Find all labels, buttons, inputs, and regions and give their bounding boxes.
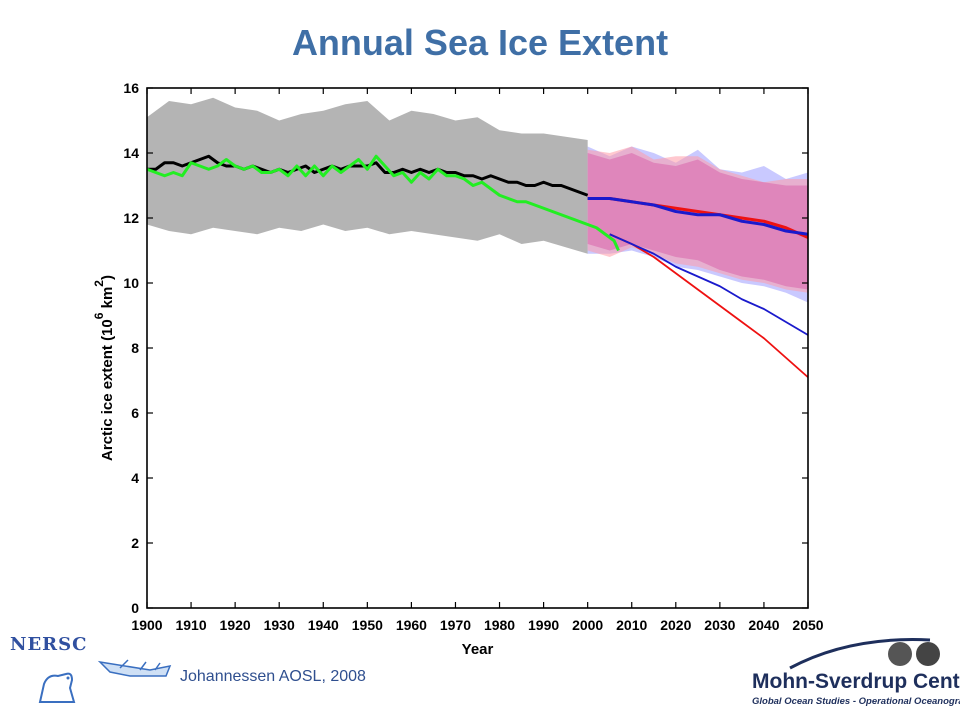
axis-ticks: 1900 1910 1920 1930 1940 1950 1960 1970 1980 1990… xyxy=(123,80,823,633)
series-lines xyxy=(146,154,809,378)
slide-title: Annual Sea Ice Extent xyxy=(291,22,669,63)
x-tick-label: 2040 xyxy=(748,617,779,633)
y-tick-label: 4 xyxy=(131,470,139,486)
y-tick-label: 12 xyxy=(123,210,139,226)
polar-bear-icon xyxy=(38,659,172,703)
series-line-red-4 xyxy=(609,233,809,378)
nersc-logo-text: NERSC xyxy=(10,634,88,655)
citation: Johannessen AOSL, 2008 xyxy=(180,668,366,685)
portrait-icon xyxy=(789,638,940,670)
x-tick-label: 1960 xyxy=(396,617,427,633)
x-tick-label: 1980 xyxy=(484,617,515,633)
y-tick-label: 2 xyxy=(131,535,139,551)
x-tick-label: 1910 xyxy=(175,617,206,633)
x-tick-label: 2000 xyxy=(572,617,603,633)
y-axis-label-text: Arctic ice extent (106 km2) xyxy=(92,275,116,461)
y-tick-label: 14 xyxy=(123,145,139,161)
x-tick-label: 2050 xyxy=(792,617,823,633)
series-line-green-1 xyxy=(146,154,620,252)
mohn-sverdrup-name: Mohn-Sverdrup Center xyxy=(752,670,960,693)
series-line-blue-5 xyxy=(609,233,809,336)
x-tick-label: 2020 xyxy=(660,617,691,633)
x-tick-label: 1900 xyxy=(131,617,162,633)
x-tick-label: 2010 xyxy=(616,617,647,633)
x-tick-label: 2030 xyxy=(704,617,735,633)
mohn-sverdrup-subtitle: Global Ocean Studies - Operational Ocean… xyxy=(752,696,960,707)
band-magenta xyxy=(587,153,808,290)
mohn-sverdrup-logo xyxy=(750,630,956,716)
x-tick-label: 1990 xyxy=(528,617,559,633)
y-tick-label: 10 xyxy=(123,275,139,291)
series-line-blue-3 xyxy=(587,197,809,236)
x-axis-label: Year xyxy=(462,641,494,658)
y-tick-label: 8 xyxy=(131,340,139,356)
x-tick-label: 1950 xyxy=(352,617,383,633)
x-tick-label: 1920 xyxy=(220,617,251,633)
y-tick-label: 6 xyxy=(131,405,139,421)
x-tick-label: 1940 xyxy=(308,617,339,633)
x-tick-label: 1970 xyxy=(440,617,471,633)
nersc-logo xyxy=(10,632,180,712)
y-tick-label: 16 xyxy=(123,80,139,96)
y-tick-label: 0 xyxy=(131,600,139,616)
x-tick-label: 1930 xyxy=(264,617,295,633)
band-gray xyxy=(147,97,588,254)
uncertainty-bands xyxy=(147,97,808,303)
y-axis-label: Arctic ice extent (106 km2) xyxy=(92,275,116,461)
